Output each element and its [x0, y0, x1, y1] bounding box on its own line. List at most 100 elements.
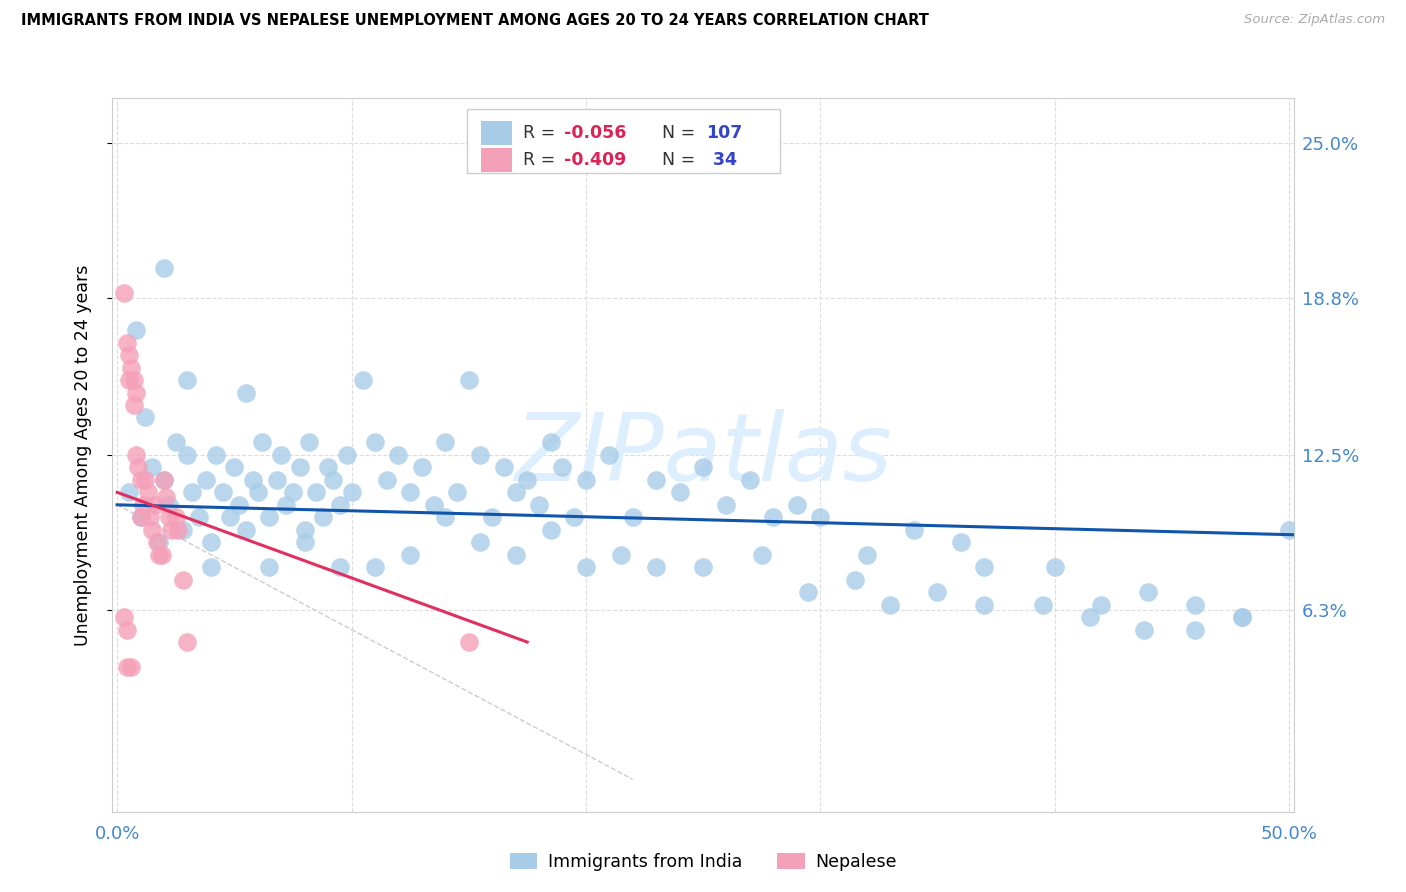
Point — [879, 598, 901, 612]
Point — [112, 285, 135, 300]
Point — [364, 560, 387, 574]
Point — [352, 373, 374, 387]
Point — [115, 335, 138, 350]
Point — [457, 635, 479, 649]
Point — [312, 510, 335, 524]
Point — [172, 573, 194, 587]
Point — [266, 473, 288, 487]
Point — [808, 510, 831, 524]
Point — [118, 485, 141, 500]
Point — [153, 260, 176, 275]
Point — [399, 548, 422, 562]
Point — [973, 598, 995, 612]
Point — [434, 510, 457, 524]
Point — [422, 498, 444, 512]
Text: N =: N = — [651, 152, 700, 169]
Point — [129, 473, 152, 487]
Point — [150, 548, 173, 562]
Point — [235, 523, 257, 537]
Point — [551, 460, 574, 475]
Point — [132, 498, 155, 512]
Point — [692, 560, 714, 574]
Point — [195, 473, 218, 487]
Point — [288, 460, 311, 475]
Point — [786, 498, 808, 512]
Point — [112, 610, 135, 624]
Point — [228, 498, 250, 512]
Point — [120, 360, 142, 375]
Point — [470, 535, 492, 549]
Point — [155, 491, 177, 505]
Point — [457, 373, 479, 387]
Point — [157, 498, 180, 512]
Point — [316, 460, 339, 475]
Point — [322, 473, 344, 487]
Point — [165, 435, 187, 450]
FancyBboxPatch shape — [481, 121, 512, 145]
Point — [200, 535, 222, 549]
Point — [127, 460, 149, 475]
Point — [181, 485, 204, 500]
Point — [645, 473, 668, 487]
Point — [505, 548, 527, 562]
Point — [136, 485, 159, 500]
Point — [122, 373, 145, 387]
Point — [762, 510, 785, 524]
Point — [492, 460, 515, 475]
Point — [188, 510, 211, 524]
Point — [1090, 598, 1112, 612]
Text: R =: R = — [523, 152, 561, 169]
Point — [167, 523, 190, 537]
Point — [281, 485, 304, 500]
Point — [270, 448, 292, 462]
Point — [973, 560, 995, 574]
Point — [1278, 523, 1301, 537]
Point — [949, 535, 972, 549]
Point — [118, 348, 141, 362]
Point — [434, 435, 457, 450]
Text: 34: 34 — [707, 152, 737, 169]
Text: N =: N = — [651, 124, 700, 142]
Point — [1230, 610, 1253, 624]
FancyBboxPatch shape — [481, 148, 512, 172]
Point — [598, 448, 620, 462]
Point — [375, 473, 398, 487]
Point — [446, 485, 468, 500]
Point — [242, 473, 264, 487]
Point — [903, 523, 925, 537]
Point — [645, 560, 668, 574]
Point — [298, 435, 321, 450]
Point — [218, 510, 240, 524]
Point — [927, 585, 949, 599]
Point — [1078, 610, 1101, 624]
Point — [141, 523, 163, 537]
Point — [856, 548, 879, 562]
Point — [176, 448, 198, 462]
Point — [204, 448, 226, 462]
Point — [364, 435, 387, 450]
Point — [329, 498, 352, 512]
Point — [165, 510, 187, 524]
Point — [259, 560, 281, 574]
Point — [738, 473, 761, 487]
Point — [668, 485, 690, 500]
Point — [146, 535, 169, 549]
Point — [1184, 598, 1206, 612]
Point — [125, 323, 148, 337]
Point — [387, 448, 409, 462]
Text: R =: R = — [523, 124, 561, 142]
Point — [1137, 585, 1160, 599]
Point — [134, 410, 156, 425]
Point — [692, 460, 714, 475]
Point — [134, 473, 156, 487]
Point — [259, 510, 281, 524]
Point — [141, 460, 163, 475]
Point — [1230, 610, 1253, 624]
Point — [1043, 560, 1066, 574]
Point — [481, 510, 503, 524]
Point — [120, 660, 142, 674]
Point — [129, 510, 152, 524]
Point — [148, 548, 170, 562]
Point — [540, 435, 562, 450]
Text: Source: ZipAtlas.com: Source: ZipAtlas.com — [1244, 13, 1385, 27]
